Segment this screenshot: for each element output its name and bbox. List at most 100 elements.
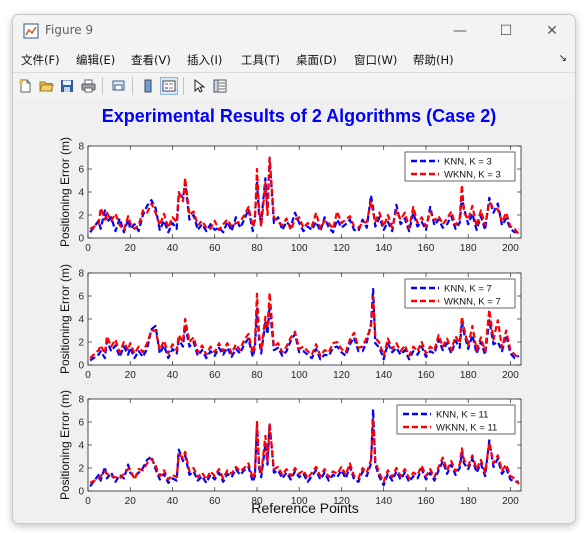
legend-label: WKNN, K = 7	[444, 297, 501, 308]
menu-desktop[interactable]: 桌面(D)	[296, 53, 337, 67]
x-tick-label: 100	[291, 496, 308, 507]
x-tick-label: 80	[251, 243, 263, 254]
y-tick-label: 2	[78, 211, 84, 222]
x-tick-label: 20	[125, 496, 137, 507]
minimize-button[interactable]: —	[437, 15, 483, 47]
x-tick-label: 60	[209, 370, 221, 381]
x-tick-label: 180	[460, 370, 477, 381]
x-tick-label: 80	[251, 496, 263, 507]
x-tick-label: 140	[375, 370, 392, 381]
print-icon[interactable]	[79, 77, 97, 95]
figure-title: Experimental Results of 2 Algorithms (Ca…	[102, 106, 496, 126]
toolbar-separator	[102, 77, 103, 95]
y-axis-label: Positioning Error (m)	[58, 137, 72, 247]
x-tick-label: 120	[333, 243, 350, 254]
menu-view[interactable]: 查看(V)	[131, 53, 171, 67]
figure-plot-area: Experimental Results of 2 Algorithms (Ca…	[58, 106, 522, 516]
subplot-2: 0 20 40 60 80 100 120 140 160 180 200 0 2 4 6 8 Position…	[58, 264, 522, 381]
x-tick-label: 160	[418, 370, 435, 381]
print-preview-icon[interactable]	[109, 77, 127, 95]
legend-box	[404, 278, 516, 309]
open-folder-icon[interactable]	[37, 77, 55, 95]
minimize-icon: —	[453, 23, 467, 39]
figure-window: Figure 9 — ☐ ✕ 文件(F) 编辑(E) 查看(V) 插入(I) 工…	[12, 14, 576, 524]
legend-box	[396, 404, 516, 435]
y-tick-label: 8	[78, 395, 84, 406]
x-tick-label: 40	[167, 370, 179, 381]
maximize-button[interactable]: ☐	[483, 15, 529, 47]
property-inspector-icon[interactable]	[211, 77, 229, 95]
x-tick-label: 20	[125, 370, 137, 381]
toolbar	[13, 72, 575, 100]
x-tick-label: 120	[333, 370, 350, 381]
new-file-icon[interactable]	[16, 77, 34, 95]
x-tick-label: 40	[167, 496, 179, 507]
y-tick-label: 6	[78, 292, 84, 303]
series-line-wknn	[89, 291, 520, 359]
legend: KNN, K = 3 WKNN, K = 3	[404, 151, 516, 182]
series-line-wknn	[89, 156, 520, 236]
x-tick-label: 0	[85, 370, 91, 381]
x-tick-label: 160	[418, 243, 435, 254]
save-icon[interactable]	[58, 77, 76, 95]
x-tick-label: 60	[209, 496, 221, 507]
menu-edit[interactable]: 编辑(E)	[76, 53, 116, 67]
close-button[interactable]: ✕	[529, 15, 575, 47]
maximize-icon: ☐	[499, 23, 513, 39]
y-tick-label: 0	[78, 361, 84, 372]
legend-icon[interactable]	[160, 77, 178, 95]
legend: KNN, K = 11 WKNN, K = 11	[396, 404, 516, 435]
legend-label: WKNN, K = 11	[436, 423, 497, 434]
y-tick-label: 2	[78, 338, 84, 349]
menu-window[interactable]: 窗口(W)	[354, 53, 398, 67]
x-tick-label: 160	[418, 496, 435, 507]
menu-tools[interactable]: 工具(T)	[241, 53, 280, 67]
x-tick-label: 20	[125, 243, 137, 254]
series-line-knn	[89, 157, 520, 234]
x-tick-label: 140	[375, 496, 392, 507]
x-tick-label: 120	[333, 496, 350, 507]
menu-bar: 文件(F) 编辑(E) 查看(V) 插入(I) 工具(T) 桌面(D) 窗口(W…	[13, 47, 575, 71]
subplot-3: 0 20 40 60 80 100 120 140 160 180 200 0 2 4 6 8 Position…	[58, 390, 522, 507]
figure-canvas: Experimental Results of 2 Algorithms (Ca…	[14, 99, 574, 523]
legend-label: KNN, K = 11	[436, 410, 488, 421]
subplot-1: 0 20 40 60 80 100 120 140 160 180 200 0 2 4 6 8 Position…	[58, 137, 522, 254]
x-tick-label: 0	[85, 496, 91, 507]
x-tick-label: 80	[251, 370, 263, 381]
y-tick-label: 4	[78, 315, 84, 326]
menu-overflow-icon[interactable]: ↘	[558, 53, 567, 64]
x-tick-label: 40	[167, 243, 179, 254]
pointer-icon[interactable]	[190, 77, 208, 95]
x-tick-label: 140	[375, 243, 392, 254]
x-tick-label: 200	[502, 370, 519, 381]
y-axis-label: Positioning Error (m)	[58, 264, 72, 374]
y-tick-label: 4	[78, 441, 84, 452]
menu-file[interactable]: 文件(F)	[21, 53, 60, 67]
x-tick-label: 180	[460, 243, 477, 254]
x-tick-label: 100	[291, 370, 308, 381]
legend-label: WKNN, K = 3	[444, 170, 501, 181]
y-tick-label: 0	[78, 234, 84, 245]
toolbar-separator	[183, 77, 184, 95]
series-line-wknn	[89, 418, 520, 485]
x-tick-label: 100	[291, 243, 308, 254]
y-axis-label: Positioning Error (m)	[58, 390, 72, 500]
series-line-knn	[89, 288, 520, 362]
x-tick-label: 60	[209, 243, 221, 254]
legend-box	[404, 151, 516, 182]
y-tick-label: 8	[78, 269, 84, 280]
menu-insert[interactable]: 插入(I)	[187, 53, 223, 67]
y-tick-label: 8	[78, 142, 84, 153]
y-tick-label: 0	[78, 487, 84, 498]
legend-label: KNN, K = 3	[444, 157, 492, 168]
colorbar-icon[interactable]	[139, 77, 157, 95]
window-title: Figure 9	[45, 23, 94, 37]
menu-help[interactable]: 帮助(H)	[413, 53, 454, 67]
x-tick-label: 200	[502, 243, 519, 254]
legend-label: KNN, K = 7	[444, 284, 492, 295]
x-tick-label: 200	[502, 496, 519, 507]
x-tick-label: 0	[85, 243, 91, 254]
matlab-figure-icon	[23, 23, 39, 39]
title-bar[interactable]: Figure 9 — ☐ ✕	[13, 15, 575, 47]
toolbar-separator	[132, 77, 133, 95]
